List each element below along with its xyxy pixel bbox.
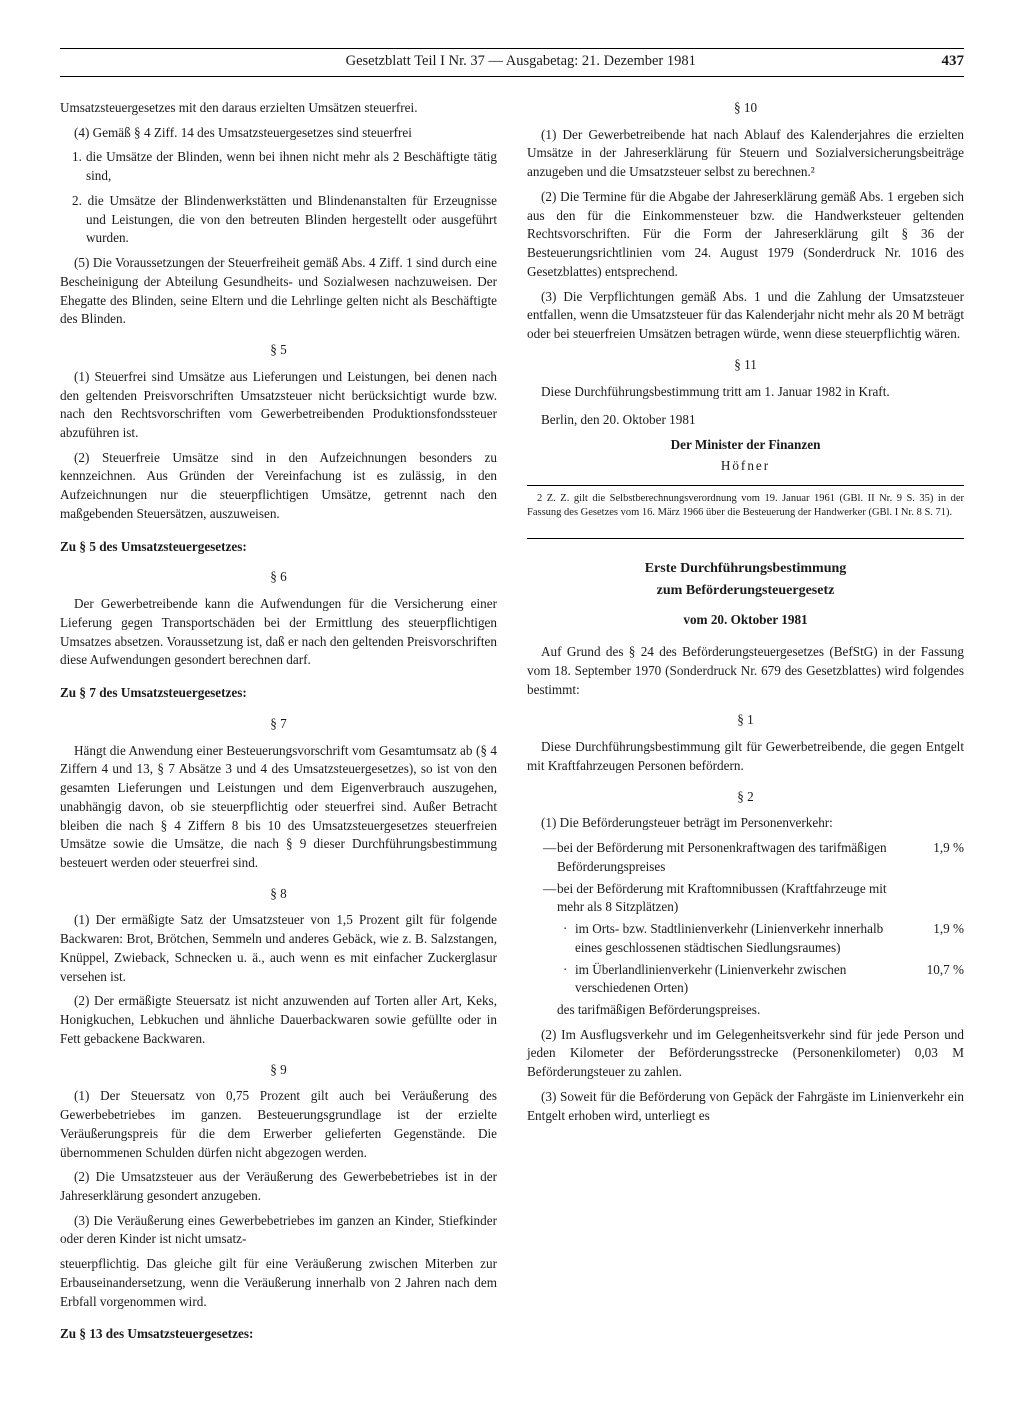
body-text: (4) Gemäß § 4 Ziff. 14 des Umsatzsteuerg…: [60, 124, 497, 143]
body-text: Auf Grund des § 24 des Beförderungsteuer…: [527, 643, 964, 699]
body-text: (3) Die Veräußerung eines Gewerbebetrieb…: [60, 1212, 497, 1249]
body-text: (1) Der ermäßigte Satz der Umsatzsteuer …: [60, 911, 497, 986]
regulation-title: zum Beförderungsteuergesetz: [527, 581, 964, 601]
section-number: § 11: [527, 356, 964, 375]
rate-percent: 1,9 %: [904, 920, 964, 957]
body-text: (1) Der Gewerbetreibende hat nach Ablauf…: [527, 126, 964, 182]
dash-icon: —: [543, 839, 557, 876]
place-date: Berlin, den 20. Oktober 1981: [527, 411, 964, 430]
bullet-icon: ·: [563, 961, 575, 998]
body-text: (2) Im Ausflugsverkehr und im Gelegenhei…: [527, 1026, 964, 1082]
subheading: Zu § 7 des Umsatzsteuergesetzes:: [60, 684, 497, 703]
rate-percent: 10,7 %: [904, 961, 964, 998]
bullet-icon: ·: [563, 920, 575, 957]
body-text: steuerpflichtig. Das gleiche gilt für ei…: [60, 1255, 497, 1311]
signatory-name: Höfner: [527, 457, 964, 476]
footnote: 2 Z. Z. gilt die Selbstberechnungsverord…: [527, 492, 964, 519]
footnote-rule: [527, 485, 964, 486]
section-number: § 9: [60, 1061, 497, 1080]
body-text: Diese Durchführungsbestimmung gilt für G…: [527, 738, 964, 775]
section-divider: [527, 538, 964, 539]
body-text: Hängt die Anwendung einer Besteuerungsvo…: [60, 742, 497, 873]
rate-percent: 1,9 %: [904, 839, 964, 876]
list-item: 2. die Umsätze der Blindenwerkstätten un…: [60, 192, 497, 248]
body-text: (2) Die Termine für die Abgabe der Jahre…: [527, 188, 964, 282]
regulation-title: Erste Durchführungsbestimmung: [527, 559, 964, 579]
sub-rate-row: · im Überlandlinienverkehr (Linienverkeh…: [527, 961, 964, 998]
body-text: (1) Die Beförderungsteuer beträgt im Per…: [527, 814, 964, 833]
page-header: Gesetzblatt Teil I Nr. 37 — Ausgabetag: …: [60, 53, 964, 77]
subheading: Zu § 5 des Umsatzsteuergesetzes:: [60, 538, 497, 557]
dash-icon: —: [543, 880, 557, 917]
section-number: § 2: [527, 788, 964, 807]
header-title: Gesetzblatt Teil I Nr. 37 — Ausgabetag: …: [100, 53, 942, 70]
body-text: (3) Die Verpflichtungen gemäß Abs. 1 und…: [527, 288, 964, 344]
signatory-title: Der Minister der Finanzen: [527, 436, 964, 455]
document-page: Gesetzblatt Teil I Nr. 37 — Ausgabetag: …: [0, 0, 1024, 1422]
rate-row: — bei der Beförderung mit Kraftomnibusse…: [527, 880, 964, 917]
body-text: (2) Steuerfreie Umsätze sind in den Aufz…: [60, 449, 497, 524]
regulation-date: vom 20. Oktober 1981: [527, 611, 964, 630]
section-number: § 7: [60, 715, 497, 734]
rate-row: — bei der Beförderung mit Personenkraftw…: [527, 839, 964, 876]
sub-rate-row: · im Orts- bzw. Stadtlinienverkehr (Lini…: [527, 920, 964, 957]
section-number: § 1: [527, 711, 964, 730]
body-text: Diese Durchführungsbestimmung tritt am 1…: [527, 383, 964, 402]
body-text: (5) Die Voraussetzungen der Steuerfreihe…: [60, 254, 497, 329]
rate-description: bei der Beförderung mit Kraftomnibussen …: [557, 880, 904, 917]
body-text: Umsatzsteuergesetzes mit den daraus erzi…: [60, 99, 497, 118]
body-text: (2) Der ermäßigte Steuersatz ist nicht a…: [60, 992, 497, 1048]
subheading: Zu § 13 des Umsatzsteuergesetzes:: [60, 1325, 497, 1344]
body-text: (2) Die Umsatzsteuer aus der Veräußerung…: [60, 1168, 497, 1205]
body-text: (1) Der Steuersatz von 0,75 Prozent gilt…: [60, 1087, 497, 1162]
section-number: § 5: [60, 341, 497, 360]
body-text: (3) Soweit für die Beförderung von Gepäc…: [527, 1088, 964, 1125]
rate-description: bei der Beförderung mit Personenkraftwag…: [557, 839, 904, 876]
rate-description: im Überlandlinienverkehr (Linienverkehr …: [575, 961, 904, 998]
section-number: § 6: [60, 568, 497, 587]
section-number: § 10: [527, 99, 964, 118]
section-number: § 8: [60, 885, 497, 904]
body-text: des tarifmäßigen Beförderungspreises.: [527, 1001, 964, 1020]
body-columns: Umsatzsteuergesetzes mit den daraus erzi…: [60, 99, 964, 1359]
rate-description: im Orts- bzw. Stadtlinienverkehr (Linien…: [575, 920, 904, 957]
header-rule-top: [60, 48, 964, 49]
body-text: Der Gewerbetreibende kann die Aufwendung…: [60, 595, 497, 670]
body-text: (1) Steuerfrei sind Umsätze aus Lieferun…: [60, 368, 497, 443]
page-number: 437: [942, 53, 965, 70]
list-item: 1. die Umsätze der Blinden, wenn bei ihn…: [60, 148, 497, 185]
